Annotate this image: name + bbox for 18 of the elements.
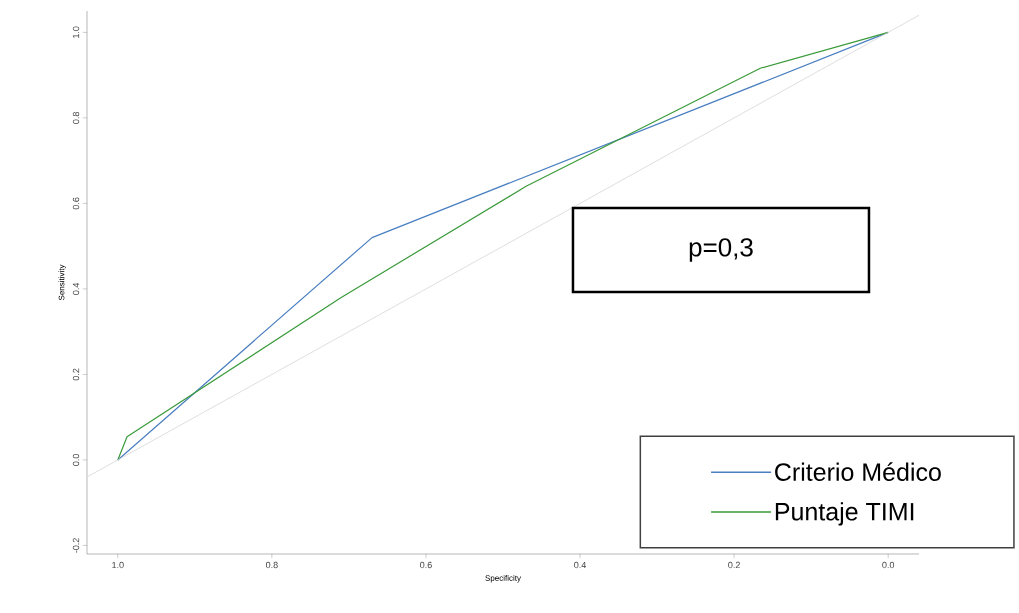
x-tick-label: 0.0 xyxy=(882,561,895,569)
y-tick-label: 0.4 xyxy=(72,282,80,295)
x-tick-label: 0.8 xyxy=(265,561,278,569)
y-tick-label: -0.2 xyxy=(72,538,80,553)
y-tick-label: 0.8 xyxy=(72,112,80,124)
y-tick-label: 0.0 xyxy=(72,454,80,466)
y-tick-label: 1.0 xyxy=(72,26,80,38)
legend-label: Criterio Médico xyxy=(775,462,941,481)
x-tick-label: 1.0 xyxy=(112,561,124,569)
x-axis-title: Specificity xyxy=(485,575,521,583)
y-axis-title: Sensitivity xyxy=(58,264,66,301)
x-tick-label: 0.4 xyxy=(574,561,587,569)
x-tick-label: 0.6 xyxy=(420,561,432,569)
y-tick-label: 0.2 xyxy=(72,368,80,381)
legend-label: Puntaje TIMI xyxy=(775,502,914,526)
x-tick-label: 0.2 xyxy=(728,561,740,569)
annotation: p=0,3 xyxy=(689,238,753,262)
y-tick-label: 0.6 xyxy=(72,197,80,210)
